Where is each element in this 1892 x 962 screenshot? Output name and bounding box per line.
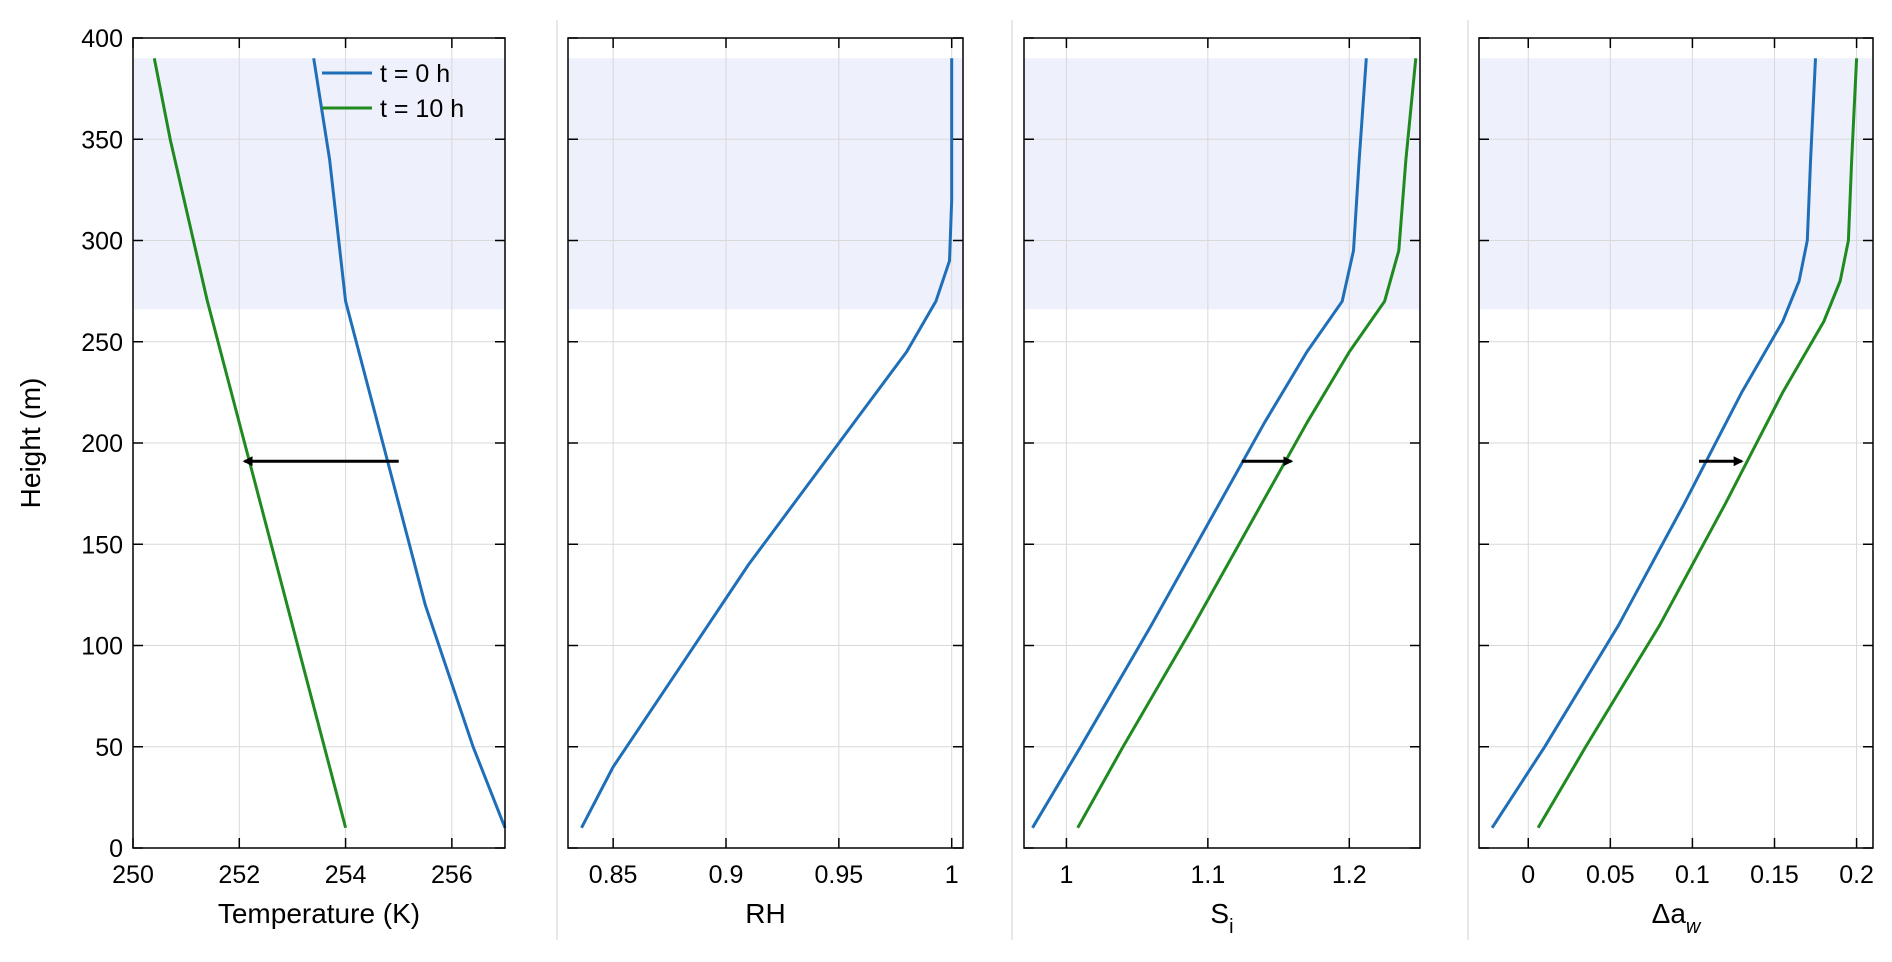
x-tick-label: 0.85 [589, 861, 638, 889]
x-tick-label: 252 [218, 861, 260, 889]
legend-label-t10: t = 10 h [380, 95, 464, 123]
x-tick-label: 1.2 [1332, 861, 1367, 889]
y-tick-label: 400 [81, 25, 123, 53]
shaded-band [1024, 58, 1420, 310]
x-tick-label: 256 [431, 861, 473, 889]
x-tick-label: 250 [112, 861, 154, 889]
series-line-t0 [1490, 58, 1817, 829]
y-tick-label: 100 [81, 633, 123, 661]
y-tick-label: 50 [95, 734, 123, 762]
panel-si: 1 1.1 1.2 Si [1023, 37, 1421, 938]
x-axis-label: Temperature (K) [218, 898, 420, 929]
y-tick-label: 0 [109, 835, 123, 863]
shaded-band [568, 58, 963, 310]
x-tick-label: 0.1 [1675, 861, 1710, 889]
x-tick-label: 254 [325, 861, 367, 889]
x-tick-label: 1 [1059, 861, 1073, 889]
panel-rh: 0.85 0.9 0.95 1 RH [567, 37, 964, 929]
y-tick-label: 200 [81, 430, 123, 458]
y-tick-label: 350 [81, 126, 123, 154]
y-tick-label: 250 [81, 329, 123, 357]
x-tick-label: 0.9 [709, 861, 744, 889]
y-axis-label: Height (m) [15, 378, 46, 509]
y-tick-label: 150 [81, 531, 123, 559]
panel-temperature: 250 252 254 256 0 50 100 150 200 250 300 350 400 Temp… [81, 25, 507, 929]
panel-delta_aw: 0 0.05 0.1 0.15 0.2 Δaw [1478, 37, 1874, 938]
x-tick-label: 0.15 [1750, 861, 1799, 889]
series-line-t10 [152, 58, 348, 829]
series-line-t10 [1536, 58, 1859, 829]
x-tick-label: 0.95 [815, 861, 864, 889]
x-tick-label: 1.1 [1190, 861, 1225, 889]
x-tick-label: 0.2 [1839, 861, 1874, 889]
legend: t = 0 h t = 10 h [322, 60, 464, 123]
series-line-t0 [312, 58, 507, 829]
panels: 250 252 254 256 0 50 100 150 200 250 300 350 400 Temp… [81, 20, 1874, 940]
legend-label-t0: t = 0 h [380, 60, 450, 88]
x-axis-label: RH [745, 898, 785, 929]
y-tick-label: 300 [81, 228, 123, 256]
series-line-t0 [580, 58, 954, 829]
x-tick-label: 1 [945, 861, 959, 889]
x-tick-label: 0 [1521, 861, 1535, 889]
series-line-t10 [1076, 58, 1418, 829]
x-tick-label: 0.05 [1586, 861, 1635, 889]
series-line-t0 [1031, 58, 1368, 829]
x-axis-label: Si [1210, 898, 1233, 938]
shaded-band [1479, 58, 1873, 310]
x-axis-label: Δaw [1652, 898, 1702, 938]
